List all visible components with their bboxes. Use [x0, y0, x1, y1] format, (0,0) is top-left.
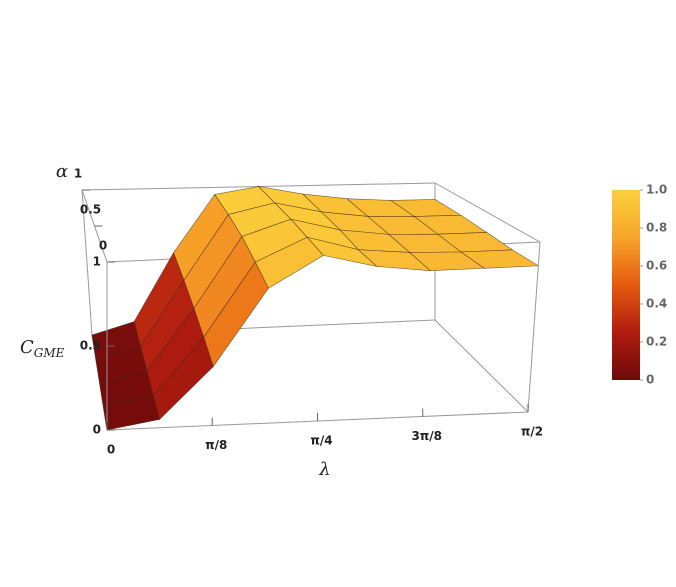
y-tick-label: 0 [99, 239, 107, 253]
colorbar-tick-label: 0.6 [646, 259, 667, 273]
z-axis-label: CGME [20, 337, 65, 360]
x-tick-label: 3π/8 [411, 429, 442, 443]
box-edge [434, 319, 529, 413]
colorbar-tick-label: 0 [646, 373, 654, 387]
z-axis-label-main: C [20, 337, 34, 358]
x-axis-label: λ [318, 459, 330, 480]
surface-patch [460, 249, 540, 269]
box-edge [527, 241, 541, 413]
colorbar-tick-label: 0.2 [646, 335, 667, 349]
colorbar: 0 0.2 0.4 0.6 0.8 1.0 [612, 183, 667, 387]
colorbar-tick-label: 1.0 [646, 183, 667, 197]
x-tick-label: 0 [107, 443, 115, 457]
x-tick-label: π/2 [521, 425, 543, 439]
colorbar-tick-label: 0.8 [646, 221, 667, 235]
z-tick-label: 1 [93, 255, 101, 269]
colorbar-fill [612, 190, 640, 380]
x-tick-label: π/8 [205, 438, 227, 452]
y-tick-label: 0.5 [80, 203, 101, 217]
z-axis-label-sub: GME [34, 346, 65, 360]
z-tick-label: 0.5 [80, 339, 101, 353]
box-edge [81, 189, 93, 336]
colorbar-tick-label: 0.4 [646, 297, 667, 311]
y-tick-label: 1 [74, 167, 82, 181]
z-tick-label: 0 [93, 423, 101, 437]
x-tick-label: π/4 [310, 434, 332, 448]
box-edge [434, 182, 541, 243]
y-axis-label: α [56, 161, 68, 182]
